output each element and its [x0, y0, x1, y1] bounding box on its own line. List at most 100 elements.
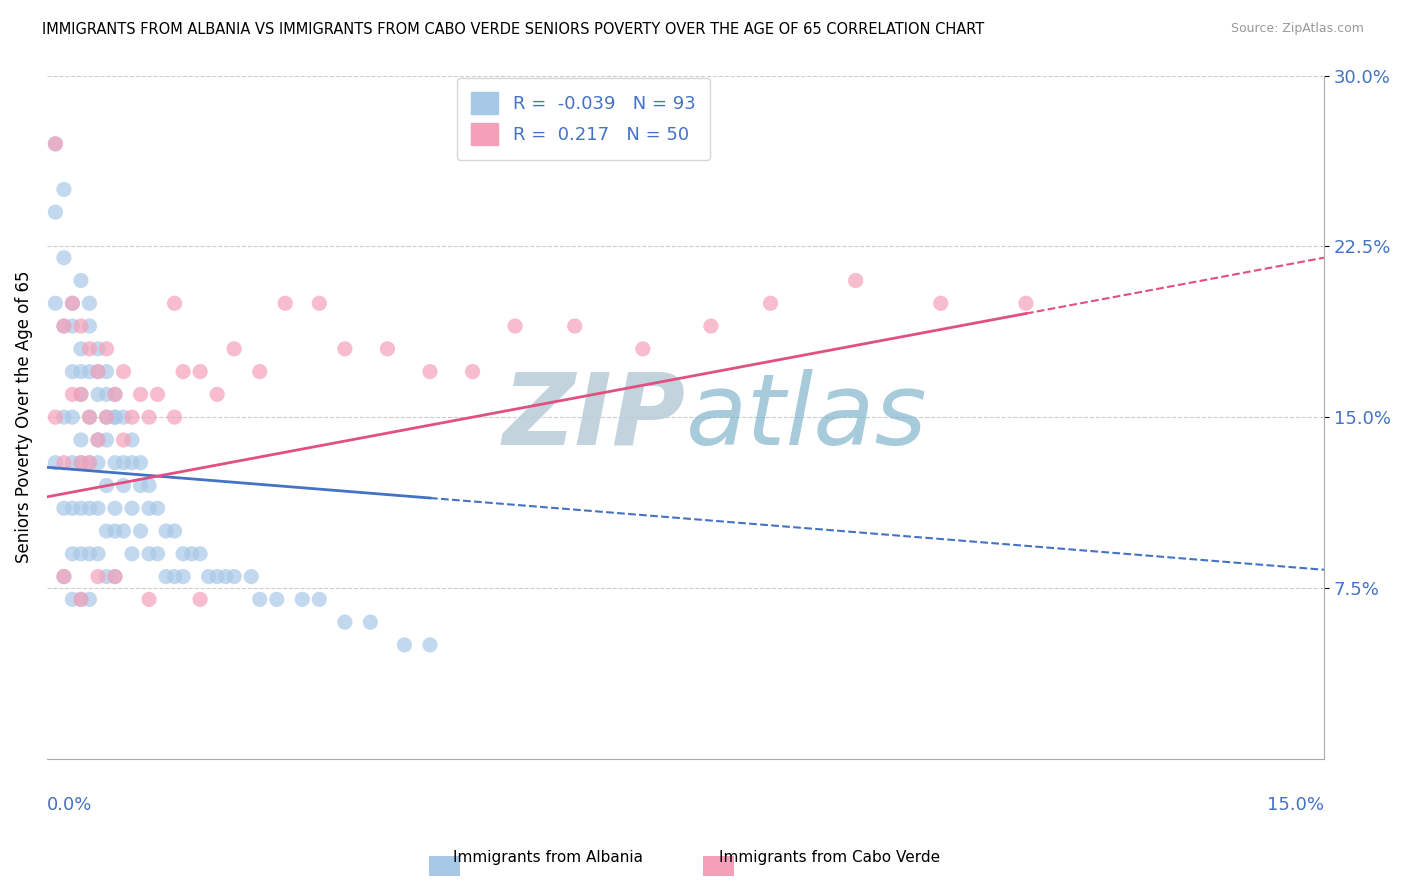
- Point: [104, 410, 127, 425]
- Point: [274, 296, 297, 310]
- Point: [79, 296, 101, 310]
- Point: [121, 501, 143, 516]
- Point: [87, 365, 110, 379]
- Point: [112, 410, 135, 425]
- Point: [96, 433, 118, 447]
- Point: [79, 410, 101, 425]
- Point: [249, 365, 271, 379]
- Point: [205, 569, 228, 583]
- Text: 0.0%: 0.0%: [46, 797, 93, 814]
- Point: [70, 319, 93, 334]
- Point: [44, 136, 66, 151]
- Point: [180, 547, 202, 561]
- Point: [163, 524, 186, 538]
- Point: [62, 365, 84, 379]
- Point: [87, 433, 110, 447]
- Point: [240, 569, 263, 583]
- Point: [249, 592, 271, 607]
- Point: [70, 592, 93, 607]
- Point: [96, 410, 118, 425]
- Point: [62, 296, 84, 310]
- Point: [104, 501, 127, 516]
- Point: [172, 547, 194, 561]
- Point: [564, 319, 586, 334]
- Point: [104, 569, 127, 583]
- Point: [87, 569, 110, 583]
- Point: [146, 501, 169, 516]
- Point: [419, 365, 441, 379]
- Point: [52, 182, 75, 196]
- Point: [70, 387, 93, 401]
- Point: [70, 456, 93, 470]
- Point: [87, 365, 110, 379]
- Point: [155, 569, 177, 583]
- Point: [112, 456, 135, 470]
- Text: atlas: atlas: [685, 368, 927, 466]
- Point: [121, 433, 143, 447]
- Legend: R =  -0.039   N = 93, R =  0.217   N = 50: R = -0.039 N = 93, R = 0.217 N = 50: [457, 78, 710, 160]
- Point: [104, 456, 127, 470]
- Point: [70, 433, 93, 447]
- Point: [79, 592, 101, 607]
- Point: [845, 273, 868, 287]
- Point: [163, 410, 186, 425]
- Point: [308, 296, 330, 310]
- Point: [138, 410, 160, 425]
- Point: [79, 456, 101, 470]
- Point: [62, 296, 84, 310]
- Point: [52, 456, 75, 470]
- Point: [308, 592, 330, 607]
- Point: [96, 524, 118, 538]
- Text: Immigrants from Albania: Immigrants from Albania: [453, 850, 644, 865]
- Point: [215, 569, 238, 583]
- Point: [291, 592, 314, 607]
- Point: [62, 547, 84, 561]
- Point: [394, 638, 416, 652]
- Point: [62, 501, 84, 516]
- Point: [104, 569, 127, 583]
- Point: [503, 319, 526, 334]
- Point: [96, 478, 118, 492]
- Point: [266, 592, 288, 607]
- Point: [52, 410, 75, 425]
- Point: [96, 365, 118, 379]
- Point: [205, 387, 228, 401]
- Point: [172, 569, 194, 583]
- Point: [70, 342, 93, 356]
- Point: [44, 136, 66, 151]
- Point: [631, 342, 654, 356]
- Point: [929, 296, 952, 310]
- Point: [70, 456, 93, 470]
- Point: [224, 569, 246, 583]
- Point: [333, 615, 356, 629]
- Point: [52, 569, 75, 583]
- Point: [87, 342, 110, 356]
- Point: [62, 456, 84, 470]
- Point: [188, 592, 211, 607]
- Point: [79, 319, 101, 334]
- Point: [188, 365, 211, 379]
- Point: [79, 342, 101, 356]
- Y-axis label: Seniors Poverty Over the Age of 65: Seniors Poverty Over the Age of 65: [15, 271, 32, 564]
- Point: [87, 547, 110, 561]
- Point: [96, 569, 118, 583]
- Point: [44, 296, 66, 310]
- Point: [163, 296, 186, 310]
- Text: IMMIGRANTS FROM ALBANIA VS IMMIGRANTS FROM CABO VERDE SENIORS POVERTY OVER THE A: IMMIGRANTS FROM ALBANIA VS IMMIGRANTS FR…: [42, 22, 984, 37]
- Point: [163, 569, 186, 583]
- Point: [104, 387, 127, 401]
- Point: [52, 569, 75, 583]
- Point: [44, 456, 66, 470]
- Point: [70, 387, 93, 401]
- Point: [129, 478, 152, 492]
- Point: [62, 592, 84, 607]
- Point: [70, 273, 93, 287]
- Point: [104, 524, 127, 538]
- Point: [96, 387, 118, 401]
- Point: [62, 319, 84, 334]
- Text: Immigrants from Cabo Verde: Immigrants from Cabo Verde: [718, 850, 941, 865]
- Point: [44, 410, 66, 425]
- Text: Source: ZipAtlas.com: Source: ZipAtlas.com: [1230, 22, 1364, 36]
- Point: [129, 456, 152, 470]
- Point: [87, 433, 110, 447]
